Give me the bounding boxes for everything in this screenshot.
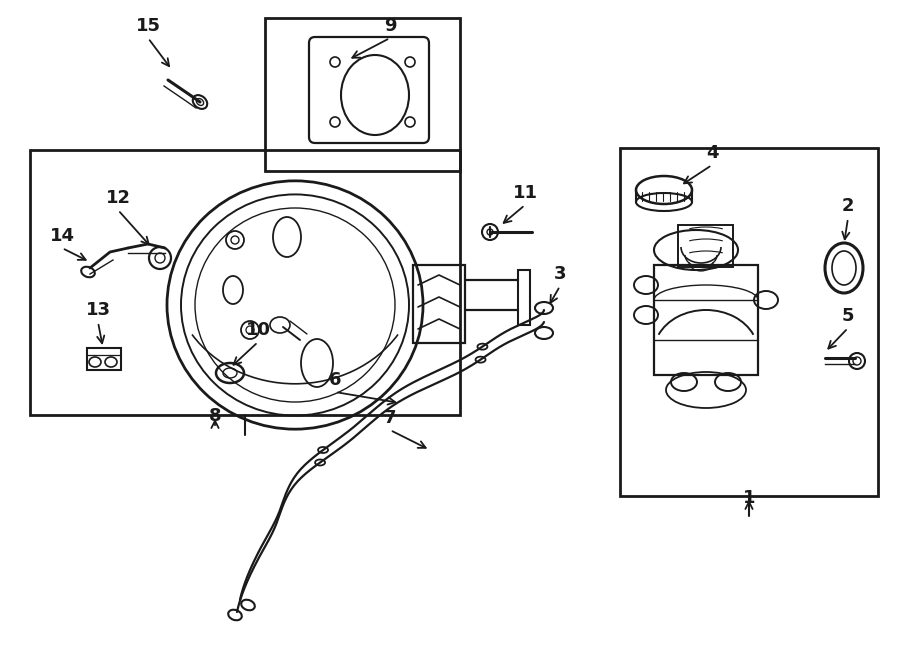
- Text: 2: 2: [842, 197, 854, 215]
- Bar: [30, 150, 460, 415]
- Bar: [654, 265, 758, 375]
- Text: 15: 15: [136, 17, 160, 35]
- Bar: [518, 270, 530, 325]
- Text: 3: 3: [554, 265, 566, 283]
- Bar: [87, 348, 121, 370]
- Text: 7: 7: [383, 409, 396, 427]
- Text: 12: 12: [105, 189, 130, 207]
- Ellipse shape: [231, 236, 239, 244]
- Bar: [265, 18, 460, 171]
- Text: 10: 10: [246, 321, 271, 339]
- Bar: [620, 148, 878, 496]
- Text: 1: 1: [742, 489, 755, 507]
- Text: 13: 13: [86, 301, 111, 319]
- Text: 4: 4: [706, 144, 718, 162]
- Text: 6: 6: [328, 371, 341, 389]
- Text: 8: 8: [209, 407, 221, 425]
- Text: 11: 11: [512, 184, 537, 202]
- Text: 5: 5: [842, 307, 854, 325]
- Text: 14: 14: [50, 227, 75, 245]
- Bar: [413, 265, 465, 343]
- Text: 9: 9: [383, 17, 396, 35]
- Bar: [678, 225, 733, 267]
